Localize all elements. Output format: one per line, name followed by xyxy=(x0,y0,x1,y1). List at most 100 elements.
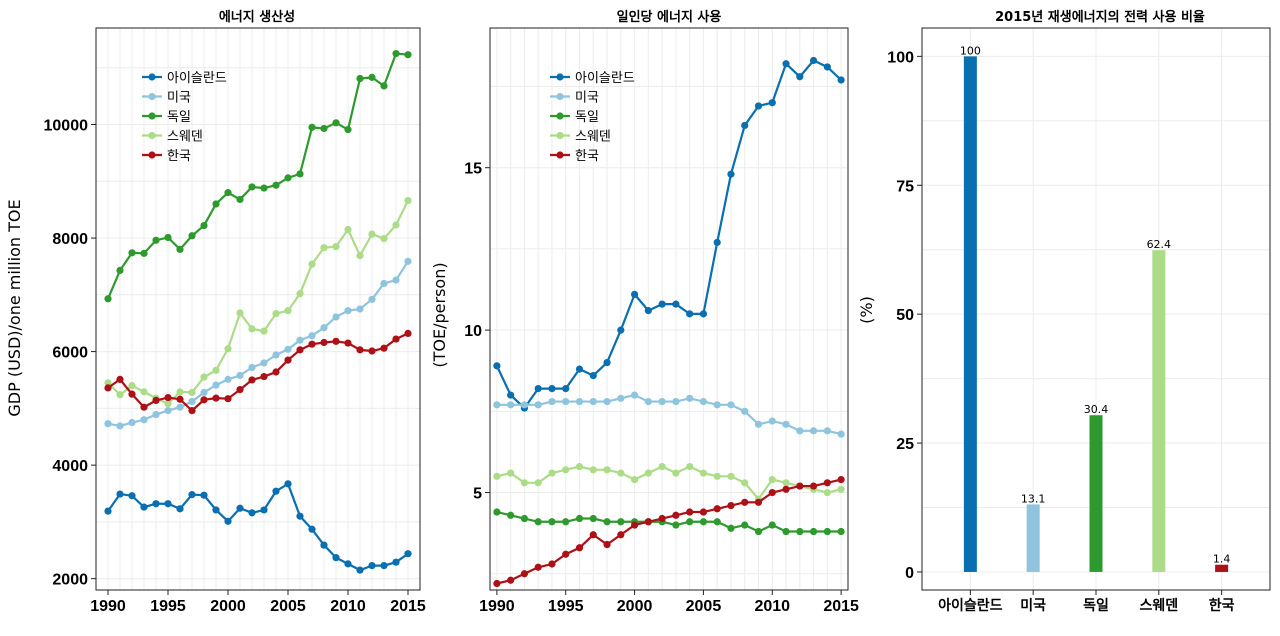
data-point xyxy=(344,560,352,568)
data-point xyxy=(128,418,136,427)
data-point xyxy=(332,242,340,251)
data-point xyxy=(727,472,735,480)
data-point xyxy=(548,469,556,477)
data-point xyxy=(272,181,280,189)
data-point xyxy=(380,561,388,570)
data-point xyxy=(284,307,292,315)
data-point xyxy=(176,505,184,513)
legend-swatch-point xyxy=(148,112,156,120)
data-point xyxy=(236,195,244,204)
data-point xyxy=(809,482,818,490)
data-point xyxy=(320,541,328,549)
data-point xyxy=(152,396,160,404)
data-point xyxy=(404,329,412,338)
data-point xyxy=(380,279,388,288)
data-point xyxy=(308,123,316,131)
data-point xyxy=(368,73,376,81)
data-point xyxy=(507,576,515,584)
data-point xyxy=(589,371,597,380)
x-tick-label: 2010 xyxy=(330,598,366,615)
data-point xyxy=(176,388,184,396)
legend-label: 독일 xyxy=(575,110,599,125)
data-point xyxy=(344,339,352,347)
data-point xyxy=(344,225,352,234)
data-point xyxy=(823,527,831,536)
data-point xyxy=(248,509,256,517)
x-tick-label: 2015 xyxy=(390,598,426,615)
x-category-label: 독일 xyxy=(1083,598,1109,614)
data-point xyxy=(404,51,412,59)
data-point xyxy=(188,388,196,397)
legend-swatch-point xyxy=(148,151,156,159)
data-point xyxy=(116,391,124,399)
data-point xyxy=(116,490,124,498)
data-point xyxy=(368,295,376,303)
data-point xyxy=(404,196,412,205)
data-point xyxy=(644,518,652,526)
data-point xyxy=(644,397,652,406)
data-point xyxy=(617,518,625,526)
legend-swatch-point xyxy=(556,112,564,120)
data-point xyxy=(380,344,388,352)
data-point xyxy=(699,397,708,406)
data-point xyxy=(713,238,721,247)
data-point xyxy=(344,126,352,134)
data-point xyxy=(332,337,340,345)
y-tick-label: 5 xyxy=(473,486,482,503)
y-tick-label: 10000 xyxy=(44,118,89,135)
data-point xyxy=(116,422,124,430)
data-point xyxy=(296,336,304,344)
data-point xyxy=(493,508,501,516)
data-point xyxy=(713,518,721,526)
data-point xyxy=(589,531,597,539)
data-point xyxy=(617,531,625,539)
data-point xyxy=(672,300,680,308)
data-point xyxy=(823,488,831,497)
data-point xyxy=(200,388,208,397)
data-point xyxy=(741,498,749,506)
data-point xyxy=(699,508,708,516)
x-tick-label: 2005 xyxy=(686,598,722,615)
data-point xyxy=(589,466,597,474)
legend-label: 미국 xyxy=(167,91,191,106)
data-point xyxy=(164,400,172,408)
data-point xyxy=(128,382,136,390)
data-point xyxy=(104,507,112,515)
data-point xyxy=(308,525,316,533)
data-point xyxy=(392,221,400,229)
data-point xyxy=(823,63,831,71)
bar-4 xyxy=(1152,250,1166,572)
data-point xyxy=(837,430,845,438)
data-point xyxy=(782,527,790,536)
y-tick-label: 6000 xyxy=(52,345,88,362)
data-point xyxy=(727,524,735,532)
data-point xyxy=(603,359,611,367)
legend-label: 스웨덴 xyxy=(167,130,203,145)
y-tick-label: 10 xyxy=(464,323,482,340)
bar-value-label: 13.1 xyxy=(1021,492,1046,505)
bar-value-label: 62.4 xyxy=(1147,238,1172,251)
data-point xyxy=(392,335,400,343)
data-point xyxy=(809,527,818,536)
series-line-4 xyxy=(107,200,409,406)
data-point xyxy=(392,49,400,58)
chart-renewable-share: 2015년 재생에너지의 전력 사용 비율 (%) 0 25 50 75 100 100 아… xyxy=(857,9,1271,614)
data-point xyxy=(164,407,172,415)
data-point xyxy=(152,236,160,244)
data-point xyxy=(837,485,845,493)
data-point xyxy=(699,518,708,526)
data-point xyxy=(727,170,735,178)
data-point xyxy=(380,82,388,90)
x-category-label: 스웨덴 xyxy=(1139,598,1178,614)
data-point xyxy=(164,233,172,242)
data-point xyxy=(200,491,208,499)
bar-1 xyxy=(963,56,977,572)
data-point xyxy=(164,500,172,508)
y-tick-label: 15 xyxy=(464,161,482,178)
data-point xyxy=(507,401,515,409)
data-point xyxy=(589,514,597,523)
data-point xyxy=(356,566,364,574)
data-point xyxy=(741,521,749,529)
plot-frame xyxy=(489,27,849,591)
legend-label: 한국 xyxy=(167,149,191,164)
